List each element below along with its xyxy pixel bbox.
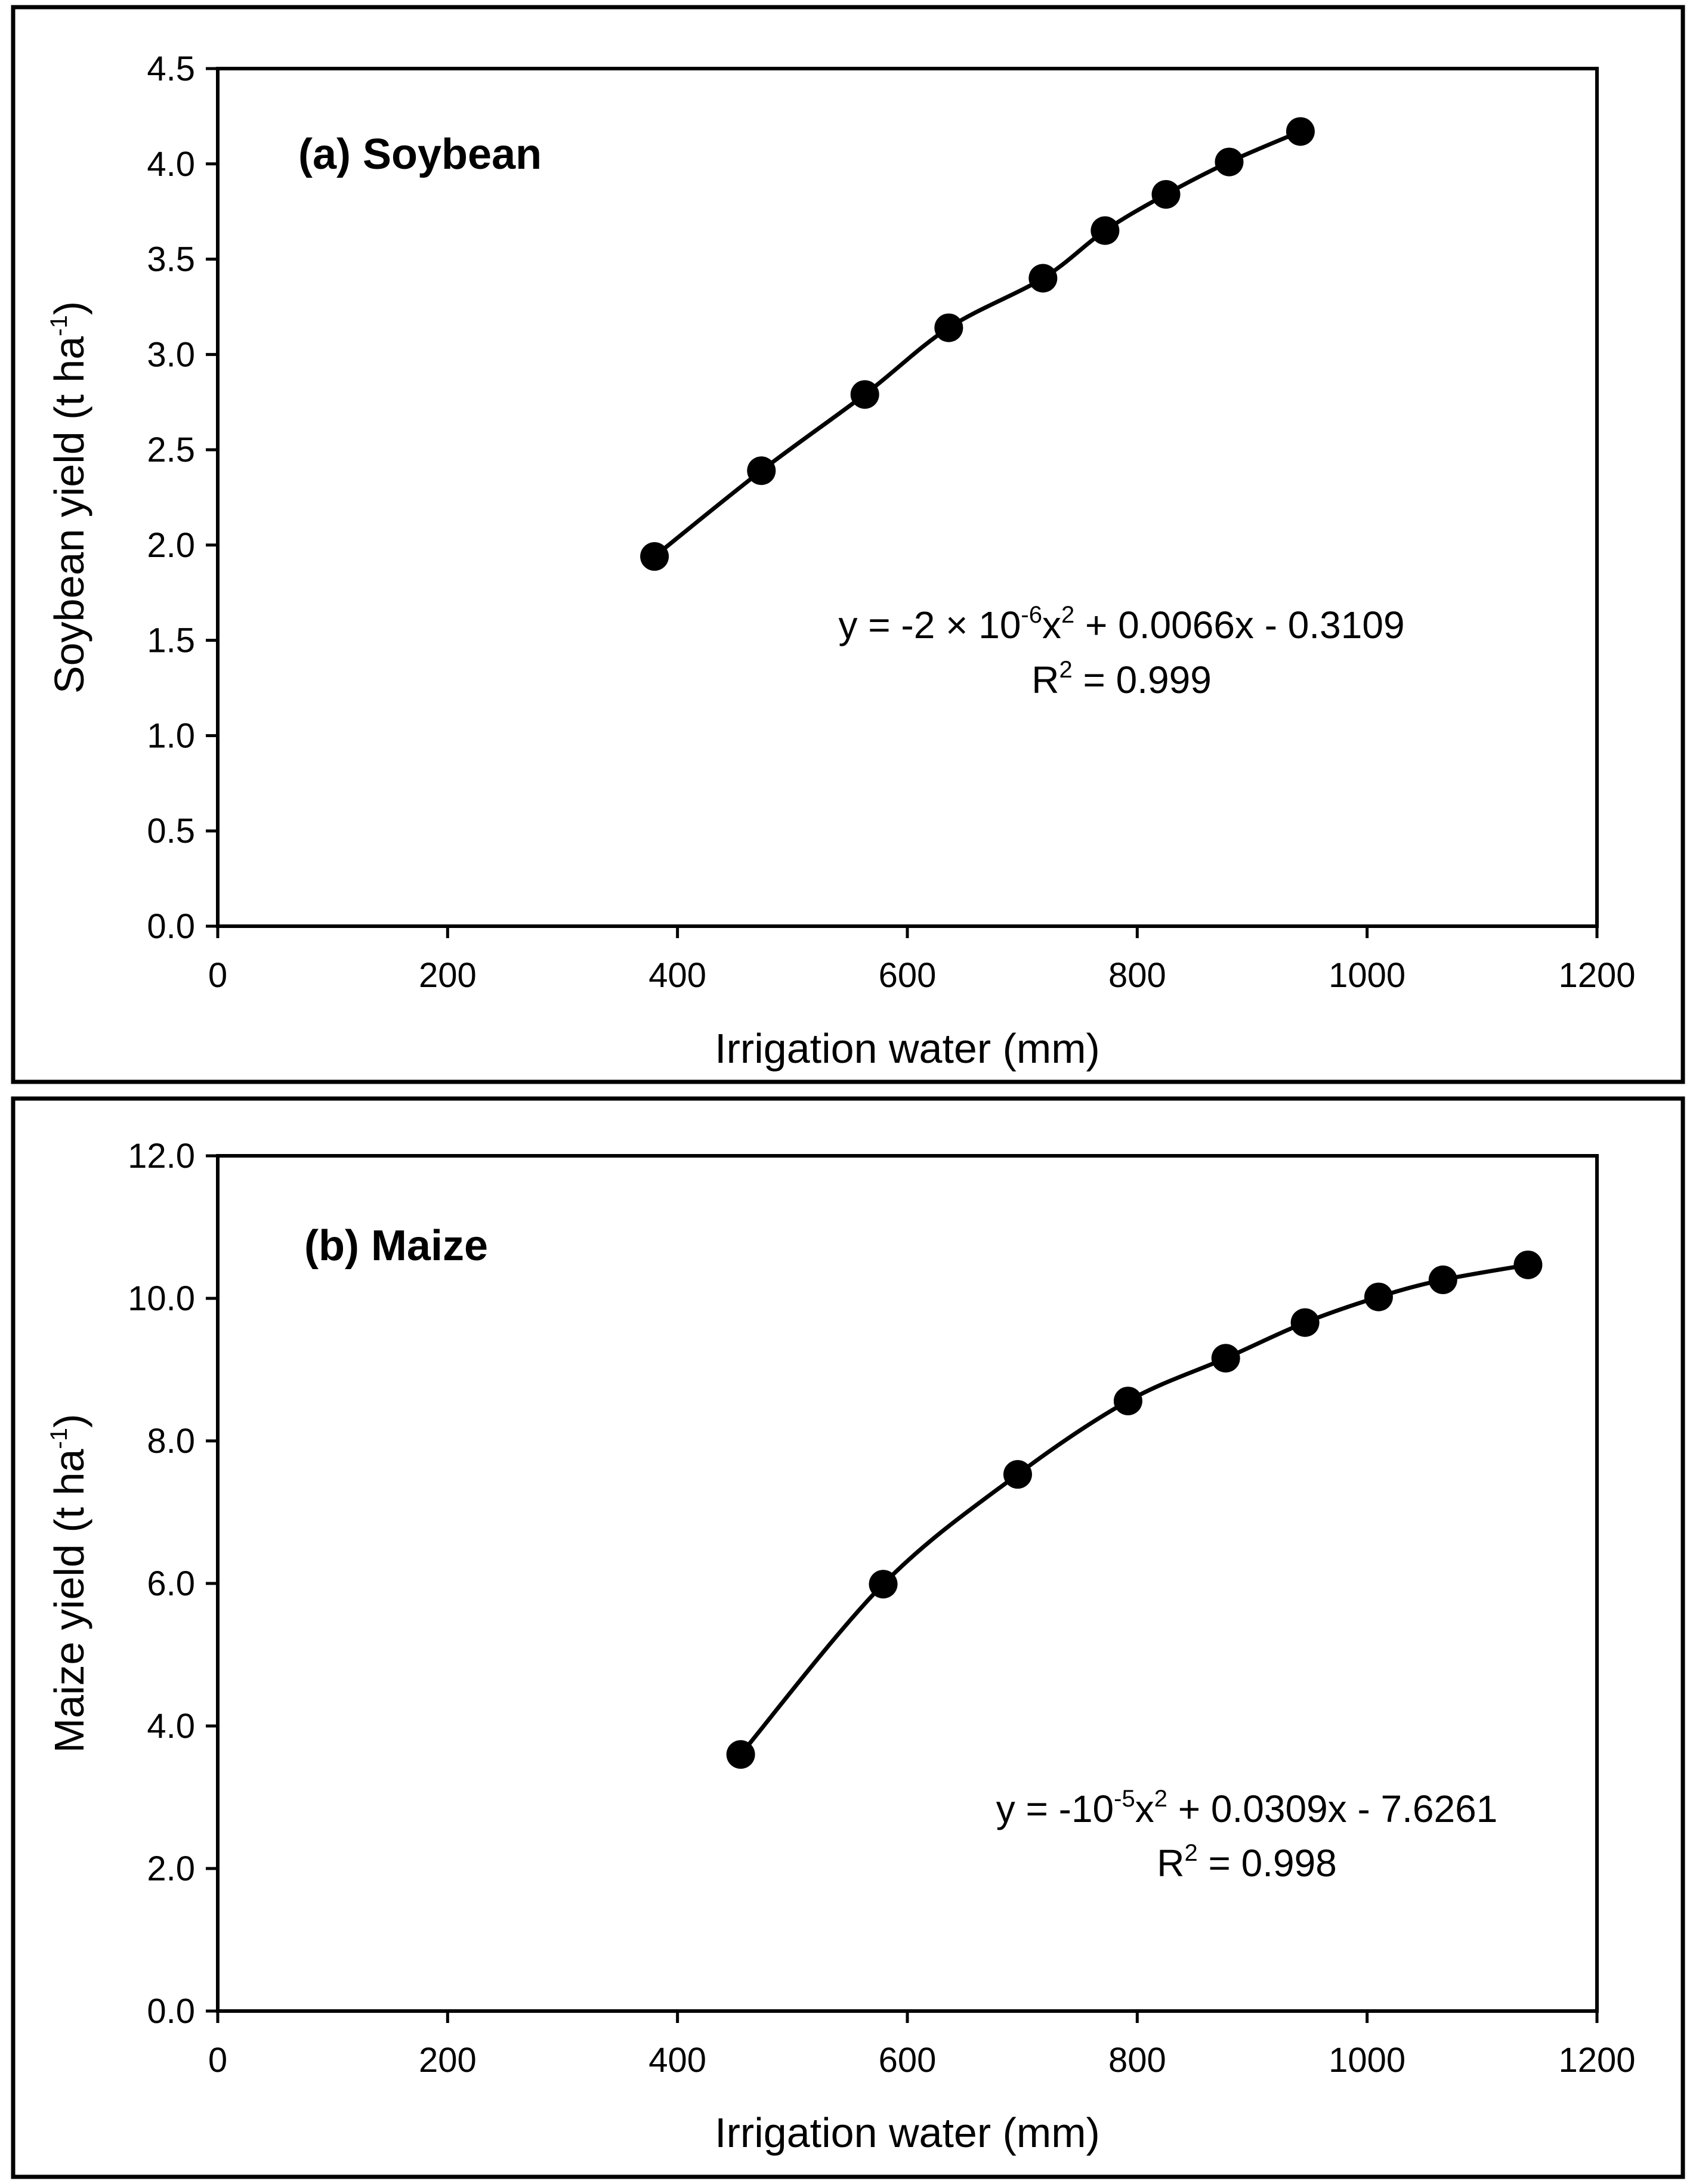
panel-a-y-tick-label: 1.5 [147, 621, 195, 660]
panel-b-data-point [1290, 1308, 1320, 1337]
panel-a-data-point [1215, 147, 1244, 177]
panel-b-plot-area [216, 1154, 1599, 2013]
panel-b-equation: y = -10-5x2 + 0.0309x - 7.6261 [996, 1786, 1498, 1830]
panel-a-data-point [850, 380, 879, 409]
panel-b-data-point [1364, 1282, 1393, 1311]
panel-a-data-point [1028, 264, 1058, 293]
panel-a-y-tick-label: 0.5 [147, 812, 195, 850]
panel-b-y-tick-label: 2.0 [147, 1849, 195, 1888]
panel-b-data-point [1113, 1387, 1142, 1416]
panel-a-y-tick-label: 4.5 [147, 50, 195, 88]
panel-b-x-tick-label: 1200 [1558, 2041, 1635, 2080]
panel-a-data-point [640, 542, 669, 571]
panel-b-x-axis-title: Irrigation water (mm) [715, 2109, 1100, 2156]
panel-b-frame [11, 1096, 1685, 2179]
panel-a-y-tick-label: 2.0 [147, 526, 195, 565]
panel-b-data-point [726, 1740, 755, 1769]
panel-a-r-squared: R2 = 0.999 [1031, 657, 1212, 701]
panel-b-y-tick-label: 10.0 [128, 1279, 195, 1318]
panel-b-y-tick-label: 8.0 [147, 1422, 195, 1461]
panel-a-data-point [747, 456, 776, 485]
panel-b-title: (b) Maize [304, 1222, 488, 1270]
panel-a-y-tick-label: 0.0 [147, 907, 195, 946]
panel-b-x-tick-label: 200 [419, 2041, 477, 2080]
panel-a-x-tick-label: 0 [208, 956, 227, 995]
panel-a-x-tick-label: 600 [879, 956, 937, 995]
panel-b-data-point [1428, 1265, 1457, 1294]
panel-b-ticks: 0 200 400 600 800 1000 1200 0.0 2.0 4.0 6.0 8.0 10.0… [128, 1137, 1635, 2080]
panel-a-data-point [1090, 216, 1120, 245]
panel-b-y-axis-title: Maize yield (t ha-1) [46, 1414, 92, 1753]
panel-a-y-tick-label: 3.0 [147, 335, 195, 374]
panel-b-fit-curve [739, 1263, 1529, 1756]
panel-b-x-tick-label: 0 [208, 2041, 227, 2080]
panel-a-frame [11, 5, 1685, 1084]
panel-b-data-point [869, 1570, 898, 1599]
panel-a-data-points [640, 117, 1315, 571]
panel-a-x-tick-label: 1000 [1329, 956, 1405, 995]
panel-b-data-points [726, 1250, 1543, 1769]
panel-b-data-point [1003, 1460, 1032, 1489]
panel-b-data-point [1211, 1344, 1240, 1373]
panel-a-y-tick-label: 1.0 [147, 716, 195, 755]
panel-b-x-tick-label: 400 [648, 2041, 706, 2080]
panel-b-y-tick-label: 6.0 [147, 1564, 195, 1603]
panel-a-x-axis-title: Irrigation water (mm) [715, 1025, 1100, 1072]
panel-b-y-tick-label: 0.0 [147, 1992, 195, 2031]
panel-b-y-tick-label: 4.0 [147, 1707, 195, 1746]
panel-a-y-tick-label: 2.5 [147, 431, 195, 469]
panel-a-x-tick-label: 800 [1108, 956, 1166, 995]
panel-a-data-point [1286, 117, 1315, 146]
panel-a-plot-area [216, 67, 1599, 928]
panel-a-fit-curve [653, 129, 1302, 558]
panel-b-r-squared: R2 = 0.998 [1157, 1840, 1337, 1885]
panel-a-y-tick-label: 4.0 [147, 145, 195, 184]
panel-a-ticks: 0 200 400 600 800 1000 1200 0.0 0.5 1.0 1.5 2.0 2.5 3… [147, 50, 1635, 995]
panel-a-soybean: 0 200 400 600 800 1000 1200 0.0 0.5 1.0 1.5 2.0 2.5 3… [11, 5, 1685, 1084]
panel-a-x-tick-label: 1200 [1558, 956, 1635, 995]
panel-a-data-point [1151, 180, 1181, 209]
panel-a-data-point [934, 313, 963, 342]
panel-a-equation: y = -2 × 10-6x2 + 0.0066x - 0.3109 [838, 602, 1404, 646]
panel-a-x-tick-label: 400 [648, 956, 706, 995]
panel-b-data-point [1513, 1250, 1543, 1279]
panel-b-x-tick-label: 600 [879, 2041, 937, 2080]
panel-a-y-tick-label: 3.5 [147, 240, 195, 279]
panel-b-maize: 0 200 400 600 800 1000 1200 0.0 2.0 4.0 6.0 8.0 10.0… [11, 1096, 1685, 2179]
panel-b-x-tick-label: 800 [1108, 2041, 1166, 2080]
panel-b-y-tick-label: 12.0 [128, 1137, 195, 1175]
panel-a-title: (a) Soybean [298, 131, 542, 178]
panel-a-y-axis-title: Soybean yield (t ha-1) [46, 301, 92, 694]
panel-a-x-tick-label: 200 [419, 956, 477, 995]
panel-b-x-tick-label: 1000 [1329, 2041, 1405, 2080]
